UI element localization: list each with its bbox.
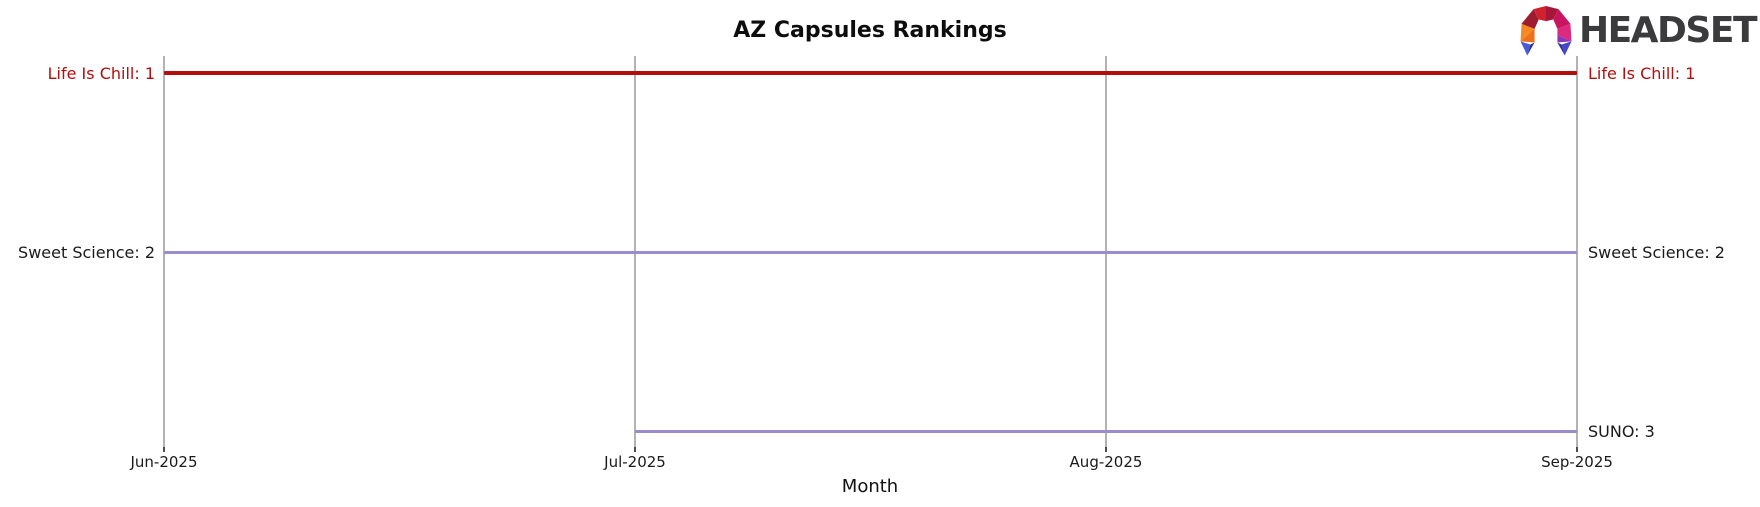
headset-logo-icon [1520, 6, 1572, 56]
series-label-left-sweet-science: Sweet Science: 2 [18, 242, 155, 262]
series-line-sweet-science [164, 250, 1577, 254]
x-tick-label: Jul-2025 [604, 453, 666, 471]
series-label-right-life-is-chill: Life Is Chill: 1 [1588, 63, 1696, 83]
axis-tick [163, 447, 165, 452]
chart-title: AZ Capsules Rankings [733, 18, 1007, 43]
headset-logo: HEADSET [1520, 6, 1758, 56]
axis-tick [634, 447, 636, 452]
axis-tick [1576, 447, 1578, 452]
x-tick-label: Aug-2025 [1069, 453, 1143, 471]
axis-tick [1105, 447, 1107, 452]
series-label-right-suno: SUNO: 3 [1588, 421, 1655, 441]
x-tick-label: Sep-2025 [1541, 453, 1613, 471]
series-label-right-sweet-science: Sweet Science: 2 [1588, 242, 1725, 262]
headset-logo-wordmark: HEADSET [1578, 10, 1758, 51]
month-gridline [1576, 56, 1578, 447]
series-label-left-life-is-chill: Life Is Chill: 1 [47, 63, 155, 83]
x-axis-label: Month [841, 476, 899, 497]
series-line-life-is-chill [164, 71, 1577, 75]
x-tick-label: Jun-2025 [130, 453, 198, 471]
series-line-suno [635, 429, 1577, 433]
